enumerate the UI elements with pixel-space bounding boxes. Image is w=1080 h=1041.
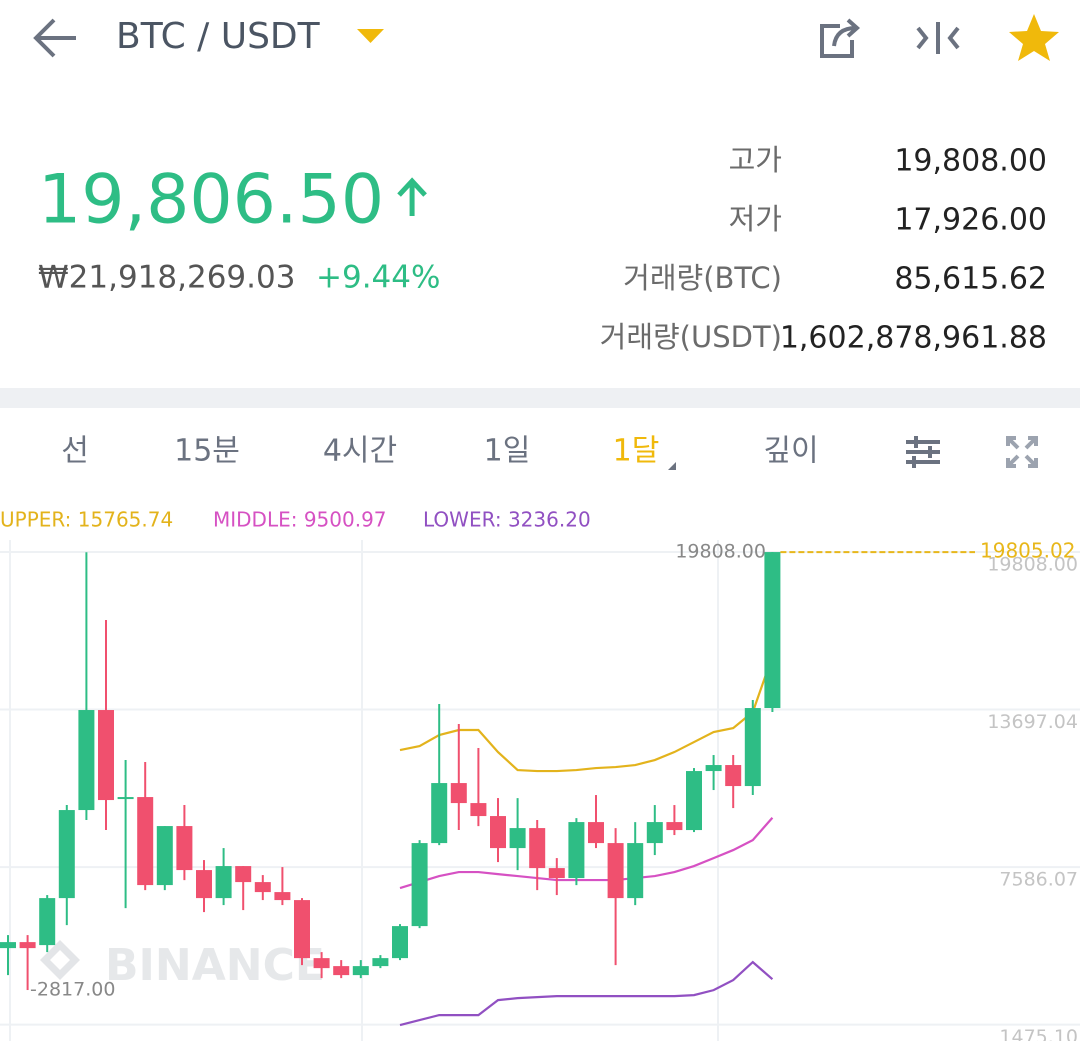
- stat-value: 19,808.00: [894, 144, 1047, 179]
- candle-body: [39, 898, 56, 946]
- interval-tab[interactable]: 1달: [613, 434, 660, 469]
- candle-body: [646, 822, 663, 844]
- candle-body: [215, 866, 232, 899]
- watermark: BINANCE: [105, 940, 325, 991]
- candle-body: [431, 783, 448, 844]
- band-line: [399, 655, 774, 773]
- candle-body: [705, 765, 722, 772]
- candle-body: [568, 822, 585, 879]
- interval-tab[interactable]: 깊이: [763, 434, 818, 469]
- y-tick-label: 1475.10: [999, 1026, 1078, 1041]
- candle-body: [117, 797, 134, 800]
- candle-body: [176, 826, 193, 871]
- interval-tab[interactable]: 선: [61, 434, 89, 469]
- candle-body: [58, 810, 75, 899]
- max-label: 19808.00: [675, 540, 766, 562]
- candle-body: [352, 966, 369, 976]
- fullscreen-icon[interactable]: [1006, 436, 1038, 468]
- candle-body: [548, 868, 565, 879]
- share-button[interactable]: [820, 18, 861, 58]
- candle-body: [392, 926, 408, 959]
- candle-body: [627, 843, 644, 899]
- last-price: 19,806.50: [38, 161, 384, 240]
- pair-title[interactable]: BTC / USDT: [116, 16, 321, 57]
- band-label: MIDDLE: 9500.97: [213, 508, 387, 532]
- candle-body: [333, 966, 350, 976]
- krw-price: ₩21,918,269.03: [38, 260, 295, 296]
- y-tick-label: 13697.04: [987, 711, 1078, 733]
- band-line: [399, 960, 774, 1027]
- stat-value: 85,615.62: [894, 262, 1047, 297]
- candle-body: [98, 710, 114, 801]
- candle-body: [254, 882, 271, 893]
- candle-body: [686, 771, 702, 831]
- candle-body: [235, 866, 252, 883]
- favorite-star[interactable]: [1009, 14, 1059, 61]
- candle-body: [490, 816, 506, 849]
- candle-body: [0, 942, 16, 949]
- compare-button[interactable]: [916, 22, 960, 54]
- candle-body: [156, 826, 173, 886]
- tab-dropdown: [668, 462, 676, 470]
- candle-body: [411, 843, 428, 927]
- stat-label: 저가: [729, 202, 782, 236]
- candle-body: [529, 828, 546, 869]
- candle-body: [137, 797, 154, 886]
- candle-body: [764, 552, 781, 709]
- change-percent: +9.44%: [316, 260, 440, 296]
- pair-dropdown[interactable]: [357, 29, 384, 43]
- up-arrow: [397, 177, 427, 217]
- interval-tab[interactable]: 1일: [484, 434, 531, 469]
- stat-value: 1,602,878,961.88: [780, 321, 1047, 356]
- settings-icon[interactable]: [906, 436, 940, 468]
- candle-body: [450, 783, 467, 804]
- candle-body: [78, 710, 95, 811]
- candle-body: [313, 958, 330, 969]
- last-price-label: 19805.02: [980, 539, 1075, 563]
- candle-body: [666, 822, 683, 831]
- candle-body: [274, 892, 291, 901]
- candle-body: [196, 870, 212, 899]
- back-button[interactable]: [33, 18, 76, 58]
- candle-body: [509, 828, 526, 849]
- interval-tab[interactable]: 4시간: [323, 434, 397, 469]
- interval-tab[interactable]: 15분: [174, 434, 240, 469]
- y-tick-label: 7586.07: [999, 869, 1078, 891]
- watermark-logo: [40, 940, 80, 980]
- band-label: LOWER: 3236.20: [423, 508, 591, 532]
- candle-body: [588, 822, 604, 844]
- candle-body: [294, 900, 310, 959]
- candle-body: [744, 708, 761, 787]
- band-label: UPPER: 15765.74: [0, 508, 173, 532]
- candle-body: [372, 958, 389, 967]
- min-label: -2817.00: [30, 979, 115, 1001]
- band-line: [399, 816, 774, 890]
- candle-body: [607, 843, 624, 899]
- stat-label: 고가: [729, 143, 782, 177]
- separator: [0, 388, 1080, 408]
- stat-label: 거래량(USDT): [600, 320, 782, 354]
- candle-body: [470, 803, 487, 817]
- candle-body: [19, 942, 36, 949]
- stat-value: 17,926.00: [894, 203, 1047, 238]
- candle-body: [725, 765, 742, 787]
- stat-label: 거래량(BTC): [623, 261, 782, 295]
- y-tick-label: 19808.00: [987, 553, 1078, 575]
